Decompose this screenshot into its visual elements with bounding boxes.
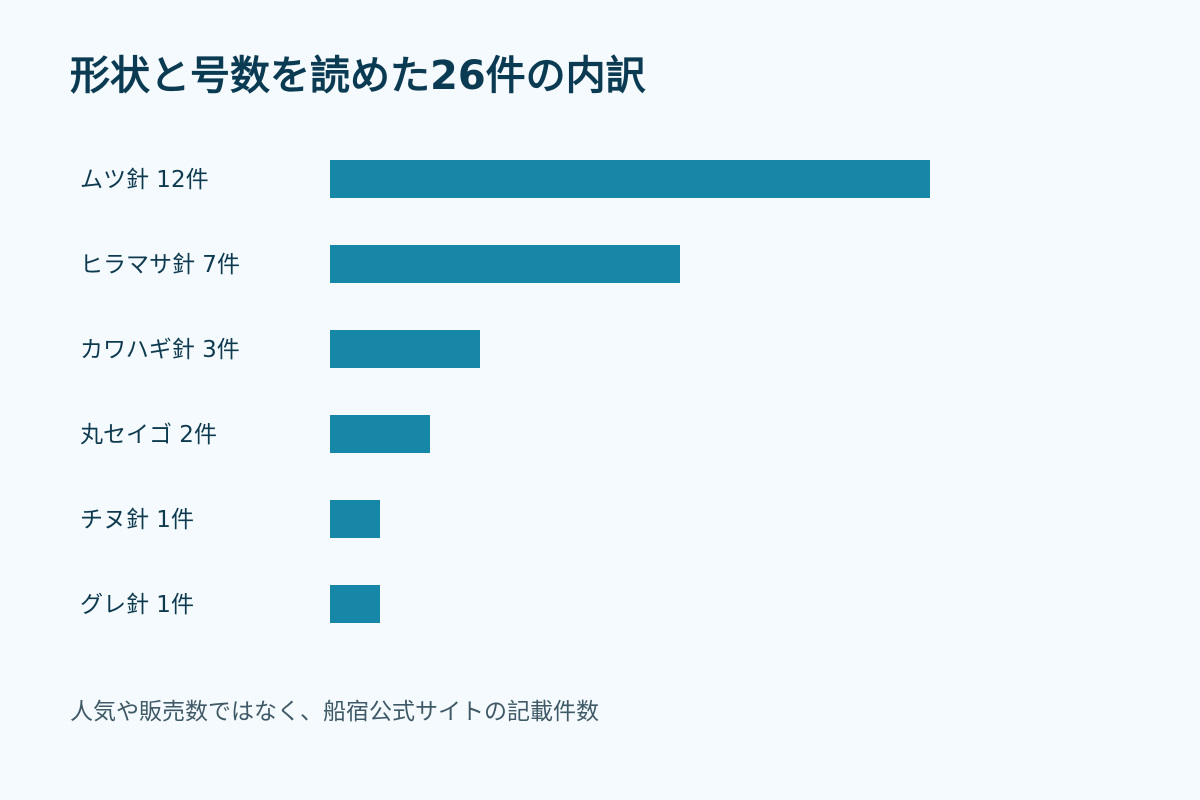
bar	[330, 500, 380, 538]
bar	[330, 245, 680, 283]
bar-label: ヒラマサ針 7件	[80, 252, 240, 278]
bar-label: カワハギ針 3件	[80, 337, 240, 363]
bar-label: グレ針 1件	[80, 592, 194, 618]
chart-title: 形状と号数を読めた26件の内訳	[70, 53, 646, 99]
bar	[330, 415, 430, 453]
bar	[330, 585, 380, 623]
bar	[330, 160, 930, 198]
bar-label: チヌ針 1件	[80, 507, 194, 533]
bar	[330, 330, 480, 368]
bar-label: 丸セイゴ 2件	[80, 422, 217, 448]
bar-label: ムツ針 12件	[80, 167, 209, 193]
chart-footnote: 人気や販売数ではなく、船宿公式サイトの記載件数	[70, 699, 599, 725]
